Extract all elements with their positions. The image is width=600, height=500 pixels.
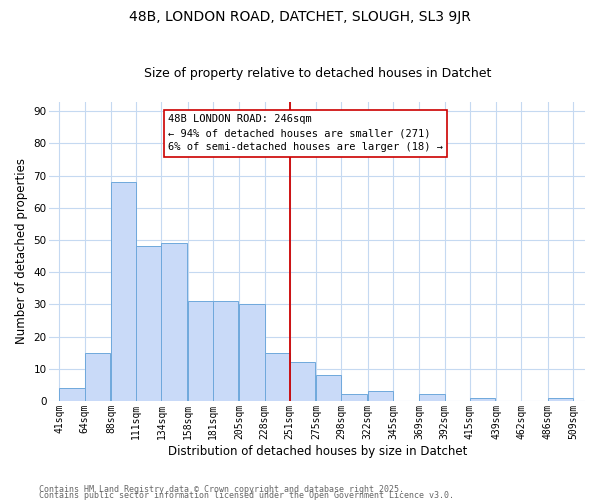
Text: Contains HM Land Registry data © Crown copyright and database right 2025.: Contains HM Land Registry data © Crown c… [39, 485, 404, 494]
Bar [188, 301, 213, 401]
Bar [85, 352, 110, 401]
Bar [111, 182, 136, 401]
Bar [161, 243, 187, 401]
Bar [368, 392, 393, 401]
X-axis label: Distribution of detached houses by size in Datchet: Distribution of detached houses by size … [167, 444, 467, 458]
Y-axis label: Number of detached properties: Number of detached properties [15, 158, 28, 344]
Bar [419, 394, 445, 401]
Text: Contains public sector information licensed under the Open Government Licence v3: Contains public sector information licen… [39, 490, 454, 500]
Bar [470, 398, 495, 401]
Bar [265, 352, 290, 401]
Text: 48B, LONDON ROAD, DATCHET, SLOUGH, SL3 9JR: 48B, LONDON ROAD, DATCHET, SLOUGH, SL3 9… [129, 10, 471, 24]
Title: Size of property relative to detached houses in Datchet: Size of property relative to detached ho… [143, 66, 491, 80]
Bar [316, 375, 341, 401]
Bar [290, 362, 315, 401]
Text: 48B LONDON ROAD: 246sqm
← 94% of detached houses are smaller (271)
6% of semi-de: 48B LONDON ROAD: 246sqm ← 94% of detache… [168, 114, 443, 152]
Bar [239, 304, 265, 401]
Bar [59, 388, 85, 401]
Bar [341, 394, 367, 401]
Bar [213, 301, 238, 401]
Bar [136, 246, 161, 401]
Bar [548, 398, 573, 401]
